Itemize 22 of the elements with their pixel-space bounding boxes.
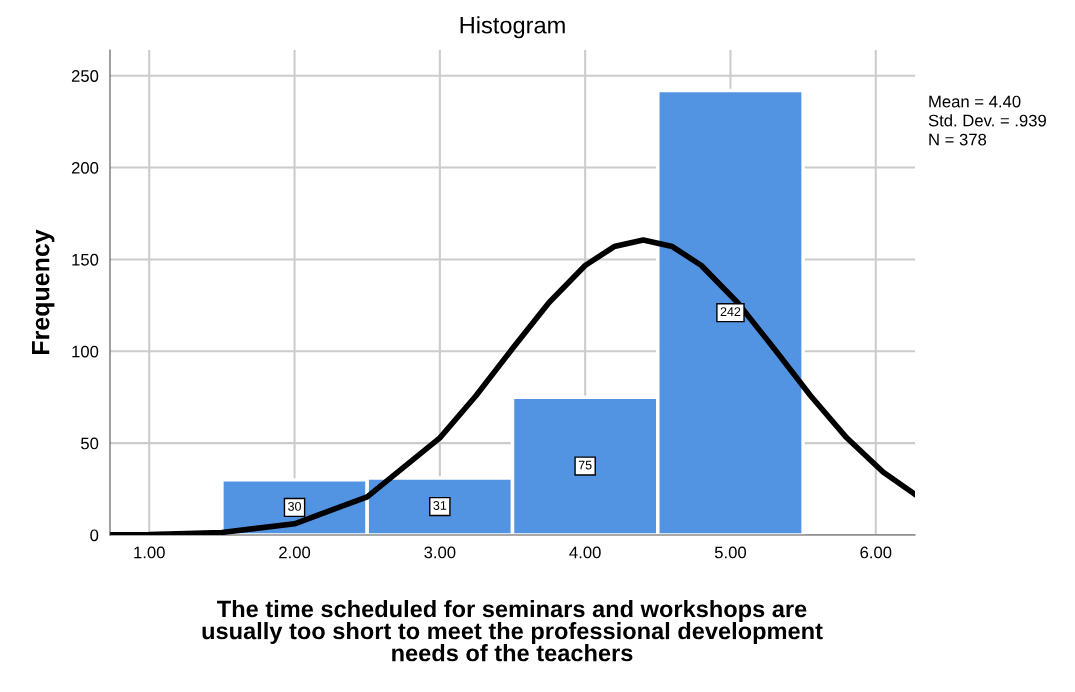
data-label: 242 xyxy=(720,307,741,316)
y-tick-label: 50 xyxy=(81,437,99,450)
text: N = 378 xyxy=(929,133,987,146)
x-tick-label: 6.00 xyxy=(860,546,892,559)
y-tick-label: 250 xyxy=(71,70,99,82)
x-axis-title: The time scheduled for seminars and workshops are usually too short to meet the professional development needs of the teachers xyxy=(202,600,823,662)
y-tick-label: 100 xyxy=(72,345,99,358)
data-label: 30 xyxy=(288,501,301,511)
x-tick-label: 4.00 xyxy=(569,546,601,559)
text: Std. Dev. = .939 xyxy=(928,114,1046,127)
y-tick-label: 200 xyxy=(71,161,99,174)
data-label: 31 xyxy=(433,501,447,510)
data-label: 75 xyxy=(578,460,592,470)
chart-title: Histogram xyxy=(460,16,565,39)
x-tick-label: 5.00 xyxy=(714,546,747,559)
y-tick-label: 0 xyxy=(90,529,99,542)
x-tick-label: 3.00 xyxy=(424,546,456,559)
x-tick-label: 2.00 xyxy=(279,546,311,559)
x-tick-label: 1.00 xyxy=(134,546,165,559)
text: Mean = 4.40 xyxy=(929,95,1021,108)
y-tick-label: 150 xyxy=(72,253,99,266)
y-axis-title: Frequency xyxy=(32,229,55,355)
